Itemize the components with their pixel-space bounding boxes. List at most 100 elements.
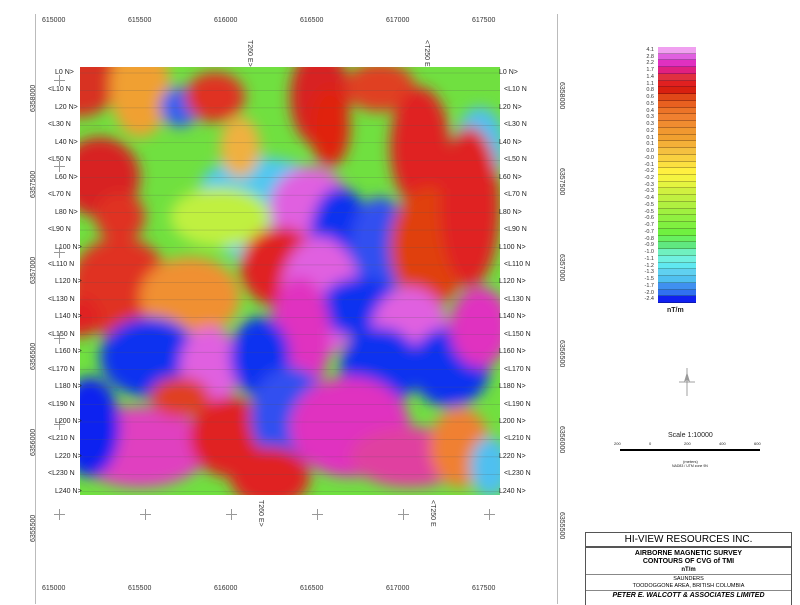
scale-tick-label: 600 (754, 441, 761, 446)
anomaly-blob (100, 317, 200, 397)
flight-line-label-right: <L70 N (504, 191, 527, 199)
flight-line-label-left: L60 N> (55, 173, 78, 181)
flight-line-label-right: L140 N> (499, 313, 526, 321)
legend-swatch (658, 168, 696, 175)
legend-label: 2.8 (646, 53, 654, 60)
legend-swatch (658, 121, 696, 128)
flight-line-label-left: L240 N> (55, 487, 82, 495)
legend-label: 4.1 (646, 47, 654, 53)
legend-label: -0.5 (644, 201, 654, 208)
legend-swatch (658, 222, 696, 229)
flight-line-label-right: L100 N> (499, 243, 526, 251)
scale-title: Scale 1:10000 (668, 432, 713, 439)
flight-line-label-right: <L10 N (504, 86, 527, 94)
legend-label: -0.9 (644, 242, 654, 249)
legend-label: -0.8 (644, 235, 654, 242)
grid-cross (59, 509, 60, 520)
anomaly-blob (230, 447, 310, 495)
legend-label: -0.1 (644, 161, 654, 168)
flight-line-label-right: <L110 N (504, 260, 531, 268)
company-name: HI-VIEW RESOURCES INC. (586, 533, 791, 548)
flight-line-label-right: <L210 N (504, 435, 531, 443)
legend-label: -0.7 (644, 228, 654, 235)
legend-label: -0.5 (644, 208, 654, 215)
anomaly-blob (470, 437, 500, 495)
legend-swatch (658, 228, 696, 236)
anomaly-blob (220, 117, 260, 177)
legend-label: -1.5 (644, 276, 654, 283)
grid-cross (59, 333, 60, 344)
legend-swatch (658, 242, 696, 250)
flight-line-label-right: L200 N> (499, 418, 526, 425)
legend-label: 1.7 (646, 67, 654, 74)
legend-label: 0.3 (646, 121, 654, 128)
legend-swatch (658, 127, 696, 135)
flight-line-label-left: <L10 N (48, 86, 71, 94)
legend-label: -1.0 (644, 249, 654, 256)
legend-swatch (658, 181, 696, 189)
flight-line-label-left: L140 N> (55, 313, 82, 321)
flight-line-label-right: <L230 N (504, 470, 531, 478)
grid-cross (59, 75, 60, 86)
easting-label-top: 615500 (128, 17, 152, 24)
flight-line-label-left: <L90 N (48, 226, 71, 234)
legend-swatch (658, 249, 696, 256)
legend-label: 0.0 (646, 148, 654, 155)
legend-swatch (658, 107, 696, 115)
flight-line-label-left: <L110 N (48, 260, 75, 268)
legend-swatch (658, 276, 696, 283)
anomaly-blob (390, 87, 450, 207)
legend-swatch (658, 53, 696, 61)
northing-label-left: 6357000 (30, 256, 37, 284)
flight-line-label-left: L100 N> (55, 243, 82, 251)
grid-cross (59, 247, 60, 258)
legend-swatch (658, 100, 696, 108)
anomaly-blob (310, 87, 350, 167)
property-name: SAUNDERS (673, 576, 704, 582)
legend-swatch (658, 255, 696, 263)
scale-tick-label: 0 (649, 441, 652, 446)
flight-line-label-left: <L30 N (48, 121, 71, 129)
northing-label-right: 6356500 (558, 340, 565, 368)
northing-label-left: 6358000 (30, 84, 37, 112)
scale-unit: (meters) (683, 459, 698, 464)
flight-line-label-left: L200 N> (55, 418, 82, 425)
anomaly-blob (440, 127, 500, 287)
easting-label-bottom: 615500 (128, 585, 152, 592)
scale-datum: NAD83 / UTM zone 9N (672, 464, 708, 468)
flight-line-label-left: <L150 N (48, 330, 75, 338)
easting-label-bottom: 616500 (300, 585, 324, 592)
legend-swatch (658, 296, 696, 303)
tie-line-label-bottom: <T250 E (429, 500, 436, 527)
northing-label-right: 6356000 (558, 426, 565, 454)
legend-label: -0.6 (644, 215, 654, 222)
tie-line-label-top: T260 E> (246, 40, 253, 67)
anomaly-blob (345, 67, 415, 112)
legend-swatch (658, 262, 696, 270)
easting-label-bottom: 616000 (214, 585, 238, 592)
easting-label-top: 616500 (300, 17, 324, 24)
northing-label-right: 6355500 (558, 512, 565, 540)
legend-label: -1.1 (644, 255, 654, 262)
legend-label: -0.3 (644, 188, 654, 195)
legend-label: 0.6 (646, 94, 654, 101)
legend-label: -0.7 (644, 222, 654, 229)
flight-line-label-left: <L190 N (48, 400, 75, 408)
legend-label: 0.3 (646, 114, 654, 121)
legend-swatch (658, 175, 696, 182)
flight-line-label-left: <L170 N (48, 365, 75, 373)
flight-line-label-left: <L130 N (48, 295, 75, 303)
legend-swatch (658, 282, 696, 290)
grid-cross (59, 161, 60, 172)
flight-line-label-left: <L230 N (48, 470, 75, 478)
anomaly-blob (170, 187, 270, 247)
anomaly-blob (80, 297, 100, 337)
anomaly-blob (150, 377, 210, 417)
northing-label-right: 6357500 (558, 168, 565, 196)
grid-cross (59, 419, 60, 430)
legend-label: -0.2 (644, 168, 654, 175)
map-frame (35, 14, 558, 604)
anomaly-blob (140, 257, 240, 337)
flight-line-label-left: <L210 N (48, 435, 75, 443)
anomaly-blob (185, 72, 245, 122)
